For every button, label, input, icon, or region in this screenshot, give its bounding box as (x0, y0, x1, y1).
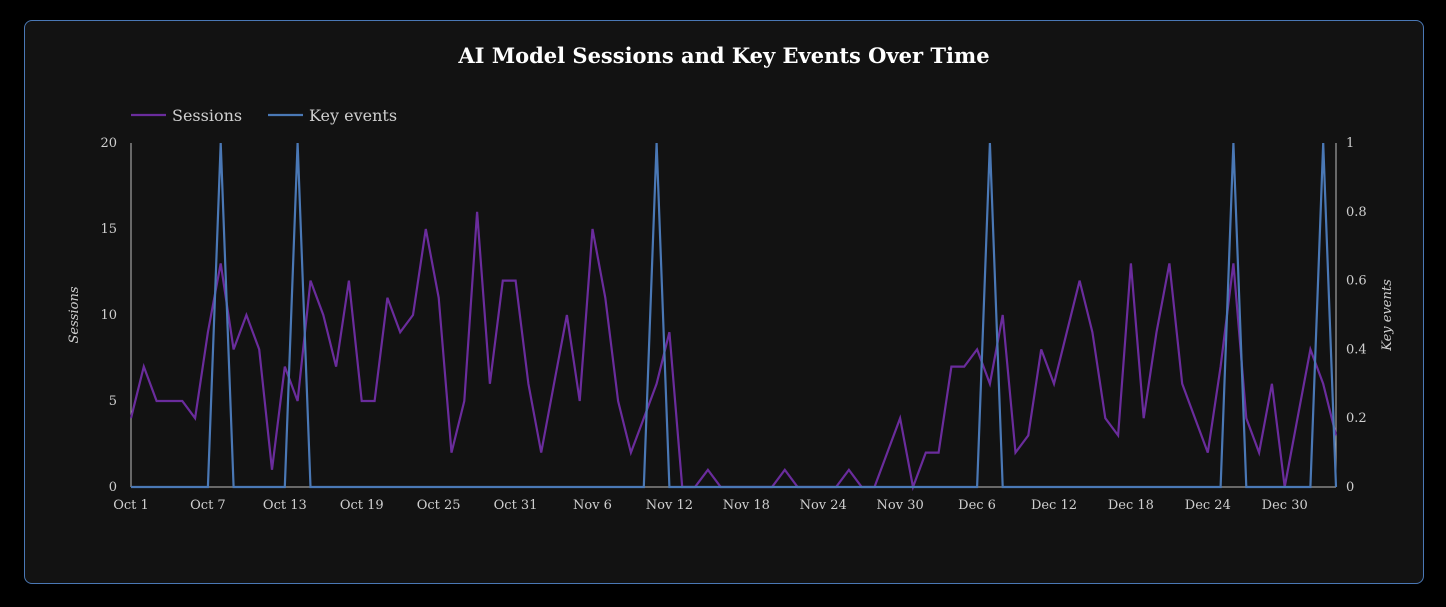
legend-label: Sessions (172, 106, 242, 125)
x-tick-label: Nov 18 (723, 498, 770, 513)
x-tick-label: Oct 19 (340, 498, 384, 513)
y2-tick-label: 0.4 (1346, 342, 1367, 357)
y2-axis-title: Key events (1380, 279, 1395, 352)
chart-title: AI Model Sessions and Key Events Over Ti… (458, 43, 990, 68)
x-tick-label: Nov 6 (573, 498, 612, 513)
x-tick-label: Oct 25 (417, 498, 461, 513)
x-tick-label: Nov 12 (646, 498, 693, 513)
x-tick-label: Nov 24 (800, 498, 847, 513)
y-tick-label: 5 (109, 394, 117, 409)
y-tick-label: 15 (100, 222, 117, 237)
x-tick-label: Oct 7 (190, 498, 226, 513)
y2-tick-label: 0.8 (1346, 205, 1367, 220)
x-tick-label: Nov 30 (877, 498, 924, 513)
x-tick-label: Dec 24 (1185, 498, 1231, 513)
y-tick-label: 10 (100, 308, 117, 323)
x-tick-label: Oct 13 (263, 498, 307, 513)
series-line-sessions (129, 211, 1338, 492)
x-tick-label: Oct 1 (113, 498, 149, 513)
x-tick-label: Dec 12 (1031, 498, 1077, 513)
legend-label: Key events (309, 106, 397, 125)
y2-tick-label: 0.2 (1346, 411, 1367, 426)
x-tick-label: Oct 31 (494, 498, 538, 513)
y-tick-label: 0 (109, 480, 117, 495)
y2-tick-label: 1 (1346, 136, 1354, 151)
x-tick-label: Dec 6 (958, 498, 996, 513)
y2-tick-label: 0.6 (1346, 274, 1367, 289)
y-axis-title: Sessions (67, 286, 82, 343)
chart-panel: AI Model Sessions and Key Events Over Ti… (24, 20, 1424, 584)
series-line-key-events (131, 142, 1338, 489)
x-tick-label: Dec 30 (1262, 498, 1308, 513)
y-tick-label: 20 (100, 136, 117, 151)
x-tick-label: Dec 18 (1108, 498, 1154, 513)
y2-tick-label: 0 (1346, 480, 1354, 495)
